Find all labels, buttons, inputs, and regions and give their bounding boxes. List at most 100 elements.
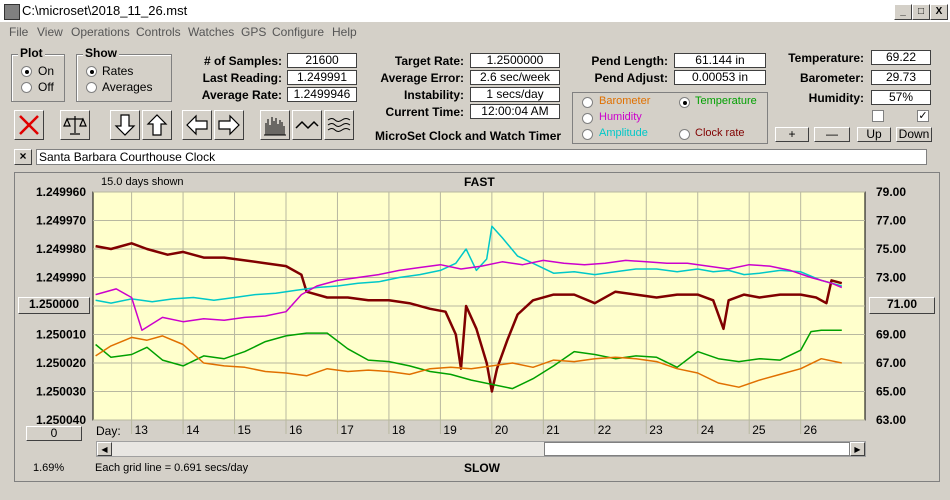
scroll-left-arrow[interactable]: ◀ xyxy=(97,442,112,456)
x-axis: 13 14 15 16 17 18 19 20 21 22 23 24 25 26 xyxy=(135,423,818,437)
scroll-right-button[interactable] xyxy=(214,110,244,140)
show-averages-label[interactable]: Averages xyxy=(102,80,153,94)
show-rates-radio[interactable] xyxy=(86,66,97,77)
last-reading-label: Last Reading: xyxy=(202,71,282,85)
amplitude-option[interactable]: Amplitude xyxy=(599,127,648,139)
average-error-label: Average Error: xyxy=(380,71,464,85)
left-tick-label: 1.250020 xyxy=(36,356,86,370)
left-tick-label: 1.249960 xyxy=(36,185,86,199)
app-icon[interactable] xyxy=(4,4,20,20)
menu-controls[interactable]: Controls xyxy=(136,25,181,39)
series-group xyxy=(95,225,843,393)
humidity-label: Humidity: xyxy=(808,91,864,105)
humidity-option[interactable]: Humidity xyxy=(599,111,642,123)
barometer-option[interactable]: Barometer xyxy=(599,95,651,107)
plot-group-label: Plot xyxy=(18,46,45,60)
trace-graph-button[interactable] xyxy=(324,110,354,140)
show-averages-radio[interactable] xyxy=(86,82,97,93)
menu-view[interactable]: View xyxy=(37,25,63,39)
x-tick-label: 20 xyxy=(495,423,509,437)
clock-rate-option[interactable]: Clock rate xyxy=(695,127,745,139)
series-line-barometer xyxy=(95,335,842,388)
menu-bar: File View Operations Controls Watches GP… xyxy=(0,22,950,42)
average-rate-field: 1.2499946 xyxy=(287,87,357,102)
last-reading-field: 1.249991 xyxy=(287,70,357,85)
window-title: C:\microset\2018_11_26.mst xyxy=(22,3,188,18)
clock-name-field[interactable]: Santa Barbara Courthouse Clock xyxy=(36,149,927,165)
current-time-label: Current Time: xyxy=(385,105,464,119)
days-shown-label: 15.0 days shown xyxy=(101,176,184,188)
grid-note: Each grid line = 0.691 secs/day xyxy=(95,462,249,474)
menu-configure[interactable]: Configure xyxy=(272,25,325,39)
x-tick-label: 23 xyxy=(649,423,663,437)
right-tick-label: 63.00 xyxy=(876,413,906,427)
plot-on-label[interactable]: On xyxy=(38,64,55,78)
left-value-button[interactable]: 1.250000 xyxy=(18,297,90,314)
arrow-down-icon xyxy=(114,114,136,136)
scroll-left-button[interactable] xyxy=(182,110,212,140)
humidity-radio[interactable] xyxy=(582,113,593,124)
scale-up-button[interactable]: Up xyxy=(857,127,891,142)
plot-off-label[interactable]: Off xyxy=(38,80,54,94)
samples-field: 21600 xyxy=(287,53,357,68)
show-group xyxy=(76,54,172,102)
horizontal-scrollbar[interactable]: ◀ ▶ xyxy=(96,441,866,457)
histogram-button[interactable] xyxy=(260,110,290,140)
scroll-down-button[interactable] xyxy=(110,110,140,140)
menu-watches[interactable]: Watches xyxy=(188,25,235,39)
right-tick-label: 65.00 xyxy=(876,385,906,399)
menu-gps[interactable]: GPS xyxy=(241,25,267,39)
x-icon xyxy=(19,115,39,135)
left-tick-label: 1.249970 xyxy=(36,214,86,228)
temperature-option[interactable]: Temperature xyxy=(695,95,757,107)
option-checkbox-1[interactable] xyxy=(872,110,884,122)
maximize-button[interactable]: □ xyxy=(912,4,930,20)
x-tick-label: 22 xyxy=(598,423,612,437)
right-value-button[interactable]: 71.00 xyxy=(869,297,935,314)
plot-off-radio[interactable] xyxy=(21,82,32,93)
close-button[interactable]: X xyxy=(930,4,948,20)
scroll-right-arrow[interactable]: ▶ xyxy=(850,442,865,456)
left-tick-label: 1.249990 xyxy=(36,271,86,285)
plot-on-radio[interactable] xyxy=(21,66,32,77)
right-tick-label: 73.00 xyxy=(876,271,906,285)
arrow-left-icon xyxy=(186,114,208,136)
series-line-amplitude xyxy=(95,225,842,304)
menu-operations[interactable]: Operations xyxy=(71,25,130,39)
app-subtitle: MicroSet Clock and Watch Timer xyxy=(375,129,562,143)
show-rates-label[interactable]: Rates xyxy=(102,64,134,78)
current-time-field: 12:00:04 AM xyxy=(470,104,560,119)
scale-plus-button[interactable]: + xyxy=(775,127,809,142)
x-tick-label: 15 xyxy=(238,423,252,437)
barometer-radio[interactable] xyxy=(582,97,593,108)
left-tick-label: 1.250010 xyxy=(36,328,86,342)
temperature-radio[interactable] xyxy=(679,97,690,108)
calibrate-button[interactable] xyxy=(60,110,90,140)
barometer-label: Barometer: xyxy=(799,71,864,85)
amplitude-radio[interactable] xyxy=(582,129,593,140)
scale-down-button[interactable]: Down xyxy=(896,127,932,142)
clear-button[interactable] xyxy=(14,110,44,140)
show-group-label: Show xyxy=(83,46,119,60)
barometer-field: 29.73 xyxy=(871,70,931,85)
scroll-up-button[interactable] xyxy=(142,110,172,140)
scrollbar-thumb[interactable] xyxy=(544,442,850,456)
offset-button[interactable]: 0 xyxy=(26,426,82,441)
x-tick-label: 18 xyxy=(392,423,406,437)
scale-minus-button[interactable]: — xyxy=(814,127,850,142)
x-tick-label: 21 xyxy=(546,423,560,437)
option-checkbox-2[interactable]: ✓ xyxy=(917,110,929,122)
right-tick-label: 75.00 xyxy=(876,242,906,256)
clock-rate-radio[interactable] xyxy=(679,129,690,140)
title-bar: C:\microset\2018_11_26.mst _ □ X xyxy=(0,0,950,22)
instability-field: 1 secs/day xyxy=(470,87,560,102)
close-clock-button[interactable]: × xyxy=(14,149,32,165)
menu-help[interactable]: Help xyxy=(332,25,357,39)
temperature-field: 69.22 xyxy=(871,50,931,65)
minimize-button[interactable]: _ xyxy=(894,4,912,20)
menu-file[interactable]: File xyxy=(9,25,29,39)
x-tick-label: 13 xyxy=(135,423,149,437)
pend-adjust-field: 0.00053 in xyxy=(674,70,766,85)
line-graph-button[interactable] xyxy=(292,110,322,140)
